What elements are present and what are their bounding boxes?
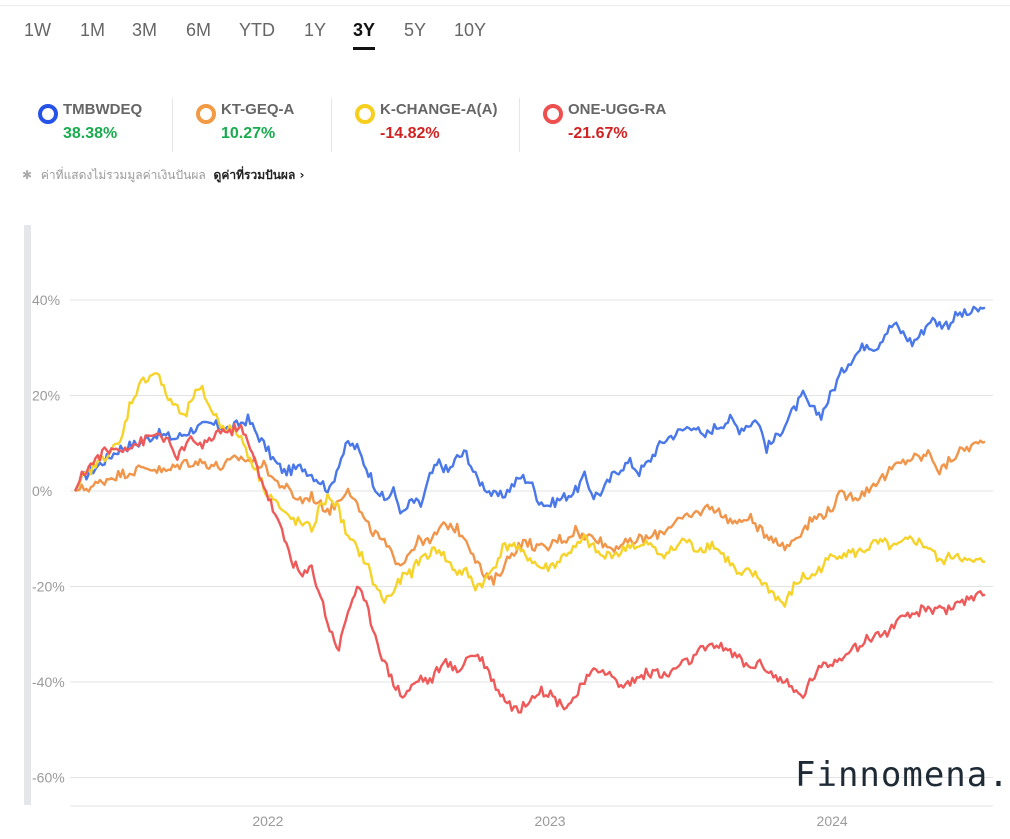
x-tick-label: 2023 — [534, 813, 565, 829]
chart-scroll-bar — [24, 225, 31, 805]
chevron-right-icon: › — [299, 168, 305, 182]
tab-ytd[interactable]: YTD — [239, 20, 275, 40]
series-line-one-ugg-ra — [73, 422, 986, 714]
dividend-note: ✱ ค่าที่แสดงไม่รวมมูลค่าเงินปันผล ดูค่าท… — [22, 166, 304, 185]
performance-chart: 40% 20% 0% -20% -40% -60% 2022 2023 2024 — [24, 225, 993, 829]
legend-return-value: 10.27% — [221, 125, 276, 142]
tab-6m[interactable]: 6M — [186, 20, 212, 40]
y-tick-label: 20% — [32, 388, 60, 404]
series-line-k-change-a-a — [73, 372, 986, 608]
series-line-tmbwdeq — [73, 305, 986, 515]
y-tick-label: -20% — [32, 579, 65, 595]
x-tick-label: 2024 — [817, 813, 848, 829]
legend-return-value: -21.67% — [568, 125, 628, 142]
legend-name: K-CHANGE-A(A) — [380, 101, 498, 118]
y-tick-label: -40% — [32, 674, 65, 690]
legend-return-value: -14.82% — [380, 125, 440, 142]
legend-name: TMBWDEQ — [63, 101, 143, 118]
legend-name: KT-GEQ-A — [221, 101, 295, 118]
series-dot-icon — [38, 104, 58, 124]
x-tick-label: 2022 — [252, 813, 283, 829]
tab-1m[interactable]: 1M — [80, 20, 106, 40]
legend-divider — [172, 98, 173, 152]
legend-divider — [519, 98, 520, 152]
finnomena-logo: Finnomena. — [795, 755, 1010, 795]
tab-3y[interactable]: 3Y — [353, 20, 376, 50]
series-line-kt-geq-a — [74, 439, 986, 586]
legend-divider — [331, 98, 332, 152]
tab-1w[interactable]: 1W — [24, 20, 51, 40]
note-text: ค่าที่แสดงไม่รวมมูลค่าเงินปันผล — [40, 168, 206, 182]
include-dividend-link[interactable]: ดูค่าที่รวมปันผล › — [214, 168, 305, 182]
series-dot-icon — [196, 104, 216, 124]
y-tick-label: 0% — [32, 483, 52, 499]
tab-5y[interactable]: 5Y — [404, 20, 427, 40]
tab-10y[interactable]: 10Y — [454, 20, 487, 40]
top-border — [0, 0, 1010, 6]
y-tick-label: -60% — [32, 770, 65, 786]
y-tick-label: 40% — [32, 292, 60, 308]
legend-name: ONE-UGG-RA — [568, 101, 667, 118]
series-dot-icon — [543, 104, 563, 124]
include-dividend-link-label: ดูค่าที่รวมปันผล — [213, 168, 296, 182]
tab-3m[interactable]: 3M — [132, 20, 158, 40]
legend-return-value: 38.38% — [63, 125, 118, 142]
tab-1y[interactable]: 1Y — [304, 20, 327, 40]
asterisk-icon: ✱ — [22, 168, 33, 182]
series-dot-icon — [355, 104, 375, 124]
